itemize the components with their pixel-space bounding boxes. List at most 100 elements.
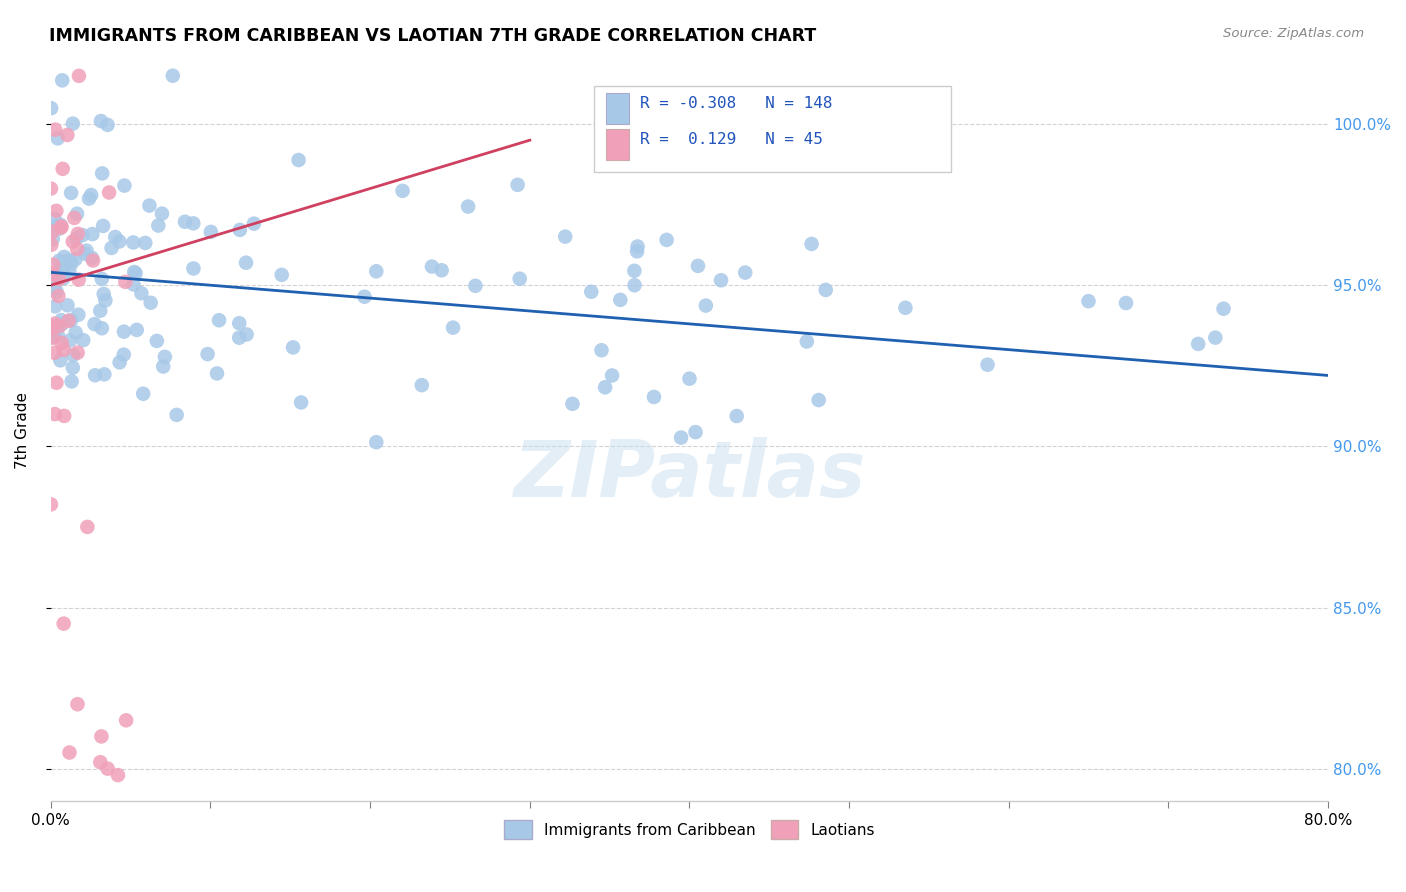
Point (51, 335, 73, 350)
Point (366, 435, 388, 450)
Point (91, 166, 114, 180)
Point (42, 258, 65, 272)
Point (685, 425, 707, 439)
Point (807, 392, 830, 407)
Point (581, 285, 603, 299)
Point (97, 762, 120, 776)
Point (626, 244, 648, 259)
Bar (606, 93, 630, 124)
Legend: Immigrants from Caribbean, Laotians: Immigrants from Caribbean, Laotians (498, 814, 882, 845)
Point (62, 360, 84, 375)
Point (441, 320, 464, 334)
Point (63, 211, 86, 225)
Point (183, 261, 205, 276)
Point (208, 313, 231, 327)
Point (62, 235, 84, 249)
Point (228, 316, 250, 330)
Point (48, 272, 70, 286)
Point (430, 263, 453, 277)
Point (80, 188, 103, 202)
Point (44, 299, 66, 313)
Point (49, 353, 72, 368)
Point (73, 246, 96, 260)
Point (90, 272, 112, 286)
Point (66, 345, 89, 359)
Point (60, 375, 83, 389)
Point (58, 263, 80, 277)
Point (1187, 337, 1209, 351)
Point (112, 348, 135, 362)
Point (42, 269, 65, 284)
Point (93, 368, 115, 382)
Point (58, 314, 80, 328)
Point (44, 407, 66, 421)
Point (46, 329, 69, 343)
Point (52, 343, 75, 357)
Point (1212, 301, 1234, 316)
Point (94, 293, 117, 308)
Point (59, 334, 82, 348)
Point (39, 101, 62, 115)
Point (51, 220, 73, 235)
Point (243, 217, 266, 231)
Point (91, 219, 114, 233)
Point (56, 298, 79, 312)
Point (561, 397, 583, 411)
Point (72, 333, 94, 347)
Point (89, 755, 111, 769)
Text: Source: ZipAtlas.com: Source: ZipAtlas.com (1223, 27, 1364, 40)
Point (51, 261, 73, 276)
Point (122, 235, 145, 250)
Point (58, 746, 80, 760)
Point (44, 122, 66, 136)
Point (509, 271, 531, 285)
Y-axis label: 7th Grade: 7th Grade (15, 392, 30, 468)
Point (391, 184, 413, 198)
Point (112, 325, 135, 339)
Point (48, 253, 70, 268)
Point (48, 319, 70, 334)
Point (59, 253, 82, 268)
Point (66, 207, 89, 221)
Point (655, 233, 678, 247)
Point (82, 253, 104, 268)
Point (132, 386, 155, 401)
Point (41, 330, 63, 344)
Point (96, 118, 118, 132)
Point (1115, 296, 1137, 310)
Point (53, 250, 76, 264)
Point (56, 128, 79, 142)
Point (464, 278, 486, 293)
Point (67, 69, 90, 83)
Point (122, 277, 145, 292)
Point (76, 520, 98, 534)
Point (290, 395, 312, 409)
Point (623, 264, 645, 278)
Point (814, 283, 837, 297)
Point (287, 153, 309, 167)
Point (66, 242, 89, 256)
Point (41, 319, 63, 334)
Point (205, 367, 228, 381)
Point (591, 343, 613, 358)
Point (42, 232, 65, 246)
Text: IMMIGRANTS FROM CARIBBEAN VS LAOTIAN 7TH GRADE CORRELATION CHART: IMMIGRANTS FROM CARIBBEAN VS LAOTIAN 7TH… (49, 27, 817, 45)
Point (52, 262, 75, 277)
Point (77, 192, 100, 206)
Point (58, 253, 80, 268)
FancyBboxPatch shape (593, 86, 952, 171)
Point (98, 186, 121, 200)
Point (235, 327, 257, 342)
Point (411, 378, 433, 392)
Point (593, 380, 616, 394)
Point (65, 231, 87, 245)
Point (51, 219, 73, 234)
Text: R = -0.308   N = 148: R = -0.308 N = 148 (640, 96, 832, 112)
Point (138, 198, 160, 212)
Point (1077, 294, 1099, 309)
Point (80, 251, 103, 265)
Point (281, 340, 304, 354)
Point (45, 285, 67, 299)
Point (800, 236, 823, 251)
Point (181, 216, 204, 230)
